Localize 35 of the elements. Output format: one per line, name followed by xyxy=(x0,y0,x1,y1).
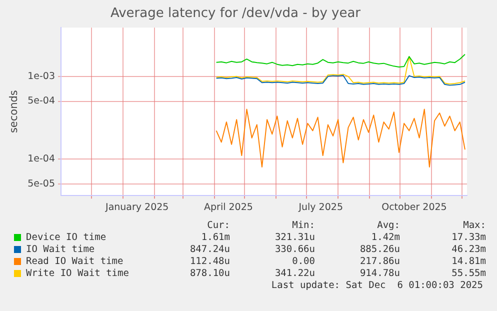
text: Min: xyxy=(291,220,315,231)
y-tick-label: 1e-03 xyxy=(28,70,56,82)
legend-label: Device IO time xyxy=(26,232,106,243)
text: 46.23m xyxy=(450,244,486,255)
text: 112.48u xyxy=(188,256,230,267)
legend-label: IO Wait time xyxy=(26,244,95,255)
text: 14.81m xyxy=(450,256,486,267)
x-tick-label: July 2025 xyxy=(298,202,343,213)
x-tick-label: October 2025 xyxy=(382,202,447,213)
text: 330.66u xyxy=(274,244,315,255)
text: 217.86u xyxy=(358,256,400,267)
text: 847.24u xyxy=(188,244,230,255)
text: Cur: xyxy=(206,220,230,231)
x-tick-label: April 2025 xyxy=(204,202,253,213)
chart-title: Average latency for /dev/vda - by year xyxy=(110,6,362,22)
text: Last update: Sat Dec 6 01:00:03 2025 xyxy=(270,280,483,291)
legend-label: Write IO Wait time xyxy=(26,268,129,279)
text: 321.31u xyxy=(274,232,315,243)
y-axis-title: seconds xyxy=(8,90,20,134)
text: 1.61m xyxy=(200,232,230,243)
text: 885.26u xyxy=(358,244,400,255)
text: 55.55m xyxy=(450,268,486,279)
y-tick-label: 5e-04 xyxy=(28,96,56,107)
text: 1.42m xyxy=(370,232,400,243)
text: 878.10u xyxy=(188,268,230,279)
y-tick-label: 5e-05 xyxy=(28,178,56,190)
text: 914.78u xyxy=(358,268,400,279)
y-tick-label: 1e-04 xyxy=(28,153,56,164)
text: Avg: xyxy=(376,220,400,231)
text: 17.33m xyxy=(450,232,486,243)
text: 341.22u xyxy=(274,268,315,279)
x-tick-label: January 2025 xyxy=(104,202,169,213)
legend-label: Read IO Wait time xyxy=(26,256,124,267)
text: Max: xyxy=(462,220,486,231)
text: 0.00 xyxy=(291,256,315,267)
